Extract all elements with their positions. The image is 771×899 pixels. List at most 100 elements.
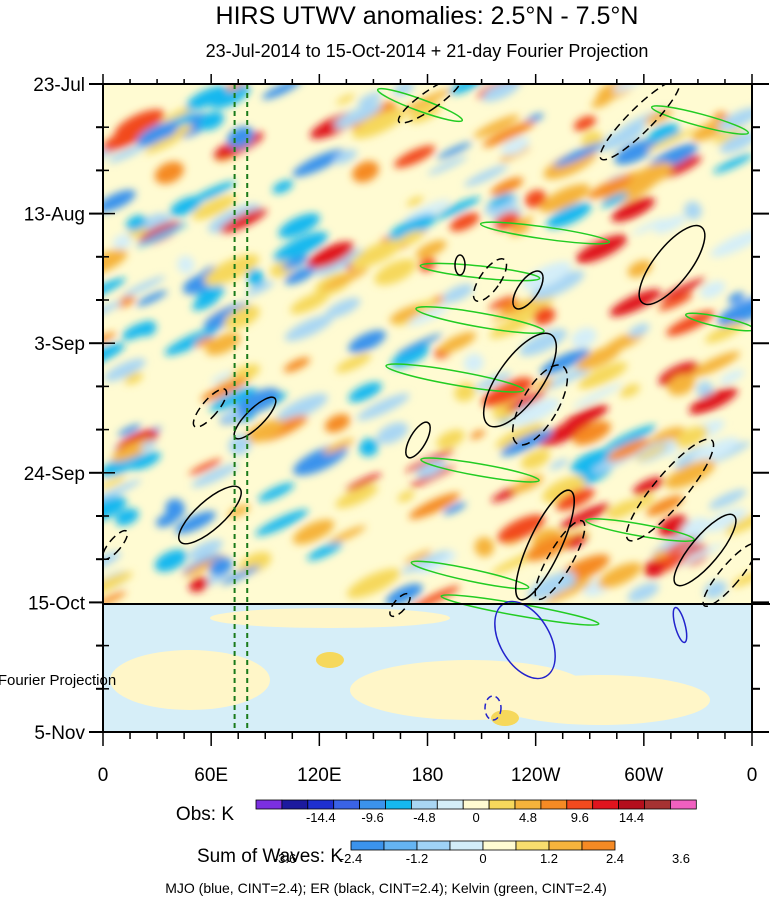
anomaly-patch: [333, 149, 358, 165]
anomaly-patch: [658, 361, 699, 386]
projection-warm-core: [491, 710, 519, 726]
anomaly-patch: [243, 419, 285, 444]
anomaly-patch: [376, 422, 409, 445]
anomaly-patch: [103, 452, 143, 477]
anomaly-patch: [473, 114, 520, 138]
er-contour: [625, 438, 715, 542]
x-axis: 0 60E 120E 180 120W 60W 0: [98, 74, 757, 786]
projection-label: Fourier Projection: [0, 672, 116, 689]
anomaly-patch: [463, 353, 484, 373]
anomaly-patch: [103, 300, 123, 318]
anomaly-patch: [247, 268, 264, 288]
anomaly-patch: [333, 102, 383, 129]
anomaly-patch: [653, 215, 687, 234]
anomaly-patch: [713, 153, 752, 174]
anomaly-patch: [335, 484, 379, 509]
anomaly-patch: [646, 495, 684, 516]
anomaly-patch: [609, 289, 661, 317]
anomaly-patch: [482, 120, 535, 148]
kelvin-contour: [420, 457, 540, 483]
anomaly-patch: [718, 369, 745, 385]
projection-warm-band: [210, 608, 450, 628]
anomaly-patch: [348, 330, 386, 353]
colorbar-label: -4.8: [413, 810, 435, 825]
anomaly-patch: [436, 142, 472, 160]
colorbar-label: 1.2: [540, 851, 558, 866]
anomaly-patch: [227, 504, 250, 518]
anomaly-patch: [488, 296, 516, 310]
anomaly-patch: [408, 492, 461, 519]
anomaly-patch: [103, 249, 128, 276]
anomaly-patch: [731, 570, 752, 588]
anomaly-patch: [172, 124, 193, 137]
colorbar-swatch: [514, 799, 542, 810]
anomaly-patch: [614, 139, 657, 165]
anomaly-patch: [238, 551, 272, 575]
anomaly-patch: [571, 327, 597, 348]
colorbar-label: -9.6: [361, 810, 383, 825]
anomaly-patch: [116, 295, 136, 308]
y-axis: 23-Jul 13-Aug 3-Sep 24-Sep 15-Oct 5-Nov: [24, 75, 769, 744]
anomaly-patch: [136, 222, 188, 248]
anomaly-patch: [415, 240, 447, 259]
anomaly-patch: [718, 107, 752, 131]
anomaly-patch: [508, 293, 555, 320]
er-contour: [192, 388, 228, 428]
anomaly-patch: [278, 213, 321, 239]
colorbar-swatch: [359, 799, 386, 810]
anomaly-patch: [336, 94, 355, 105]
x-tick-label: 180: [412, 765, 444, 786]
colorbar-swatch: [548, 840, 583, 851]
contour-caption: MJO (blue, CINT=2.4); ER (black, CINT=2.…: [165, 880, 607, 896]
anomaly-patch: [191, 463, 239, 488]
anomaly-patch: [587, 174, 636, 199]
anomaly-patch: [220, 565, 261, 585]
anomaly-patch: [546, 202, 592, 229]
x-tick-label: 60E: [194, 765, 228, 786]
anomaly-patch: [710, 229, 752, 258]
projection-field: [110, 608, 710, 726]
colorbar-label: 0: [479, 851, 486, 866]
anomaly-patch: [177, 255, 195, 274]
chart-subtitle: 23-Jul-2014 to 15-Oct-2014 + 21-day Four…: [206, 41, 649, 61]
anomaly-patch: [644, 559, 665, 578]
x-tick-label: 60W: [624, 765, 663, 786]
anomaly-patch: [660, 278, 706, 301]
anomaly-patch: [442, 284, 474, 303]
anomaly-patch: [658, 292, 693, 311]
anomaly-patch: [510, 216, 534, 229]
anomaly-patch: [691, 437, 739, 464]
anomaly-patch: [209, 84, 251, 109]
plot-area: [103, 84, 752, 732]
anomaly-patch: [632, 218, 666, 235]
er-contour: [454, 254, 466, 276]
anomaly-patch: [307, 241, 354, 269]
anomaly-patch: [606, 438, 650, 462]
anomaly-patch: [164, 328, 218, 356]
er-contour: [638, 224, 706, 306]
er-contour: [511, 364, 569, 446]
colorbar-swatch: [566, 799, 594, 810]
anomaly-patch: [255, 509, 309, 536]
anomaly-patch: [700, 281, 726, 299]
x-tick-label: 120E: [297, 765, 341, 786]
anomaly-patch: [187, 181, 236, 205]
anomaly-patch: [705, 321, 745, 344]
colorbar-swatch: [670, 799, 697, 810]
anomaly-patch: [284, 266, 316, 285]
anomaly-patch: [442, 502, 467, 515]
anomaly-patch: [521, 449, 551, 470]
anomaly-patch: [409, 465, 455, 488]
anomaly-patch: [210, 371, 234, 384]
anomaly-patch: [374, 259, 417, 286]
anomaly-patch: [122, 275, 166, 297]
anomaly-patch: [130, 451, 161, 470]
anomaly-patch: [198, 111, 225, 131]
anomaly-patch: [324, 414, 351, 433]
anomaly-patch: [499, 299, 520, 312]
obs-colorbar: Obs: K -14.4 -9.6 -4.8 0 4.8 9.6 14.4: [176, 799, 697, 825]
anomaly-patch: [449, 84, 484, 95]
anomaly-patch: [103, 277, 126, 300]
colorbar-swatch: [515, 840, 550, 851]
